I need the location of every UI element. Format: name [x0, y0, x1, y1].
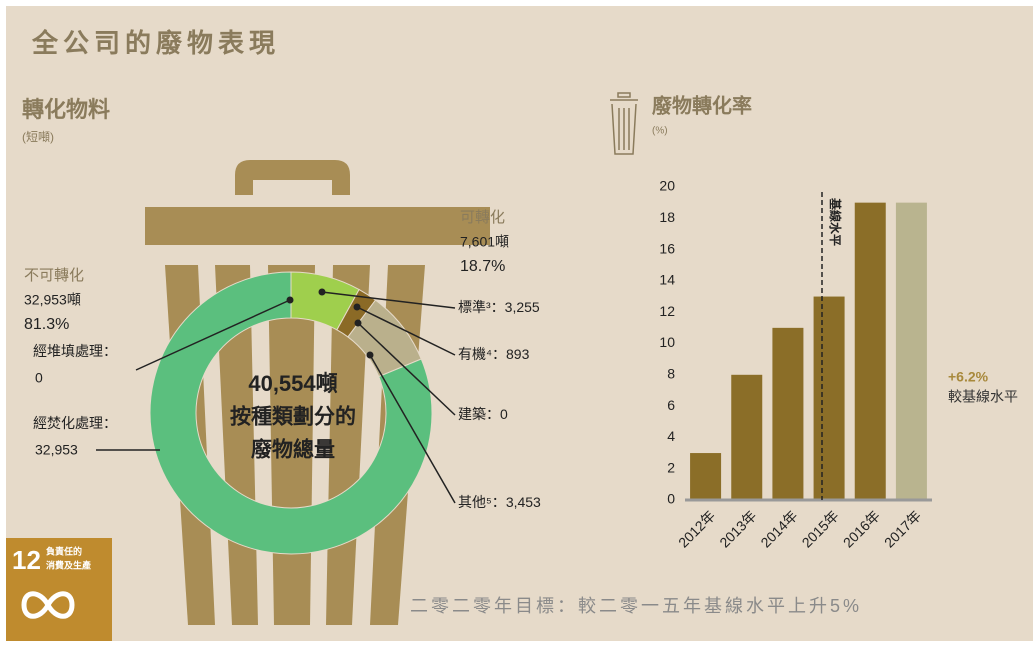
segment-name: 建築：	[458, 406, 500, 422]
baseline-label: 基線水平	[828, 197, 843, 246]
y-tick-label: 6	[667, 397, 675, 413]
segment-label: 其他⁵：3,453	[458, 494, 541, 510]
badge-line: 消費及生產	[46, 559, 91, 570]
footer: 二零二零年目標：較二零一五年基線水平上升5%	[410, 596, 862, 616]
segment-label: 有機⁴：893	[458, 346, 530, 362]
segment-value: 32,953	[35, 442, 78, 458]
segment-value: 0	[500, 406, 508, 422]
trash-icon	[610, 92, 638, 155]
leader-dot	[318, 288, 326, 296]
group-share: 18.7%	[460, 258, 505, 275]
center-label: 40,554噸	[248, 371, 337, 396]
infinity-icon	[21, 591, 75, 619]
group-amount: 7,601噸	[460, 234, 509, 250]
segment-value: 3,255	[505, 299, 540, 315]
y-tick-label: 14	[659, 272, 675, 288]
y-tick-label: 8	[667, 366, 675, 382]
group-name: 可轉化	[460, 209, 505, 226]
segment-name: 有機⁴：	[458, 346, 506, 362]
y-tick-label: 0	[667, 491, 675, 507]
bar	[731, 374, 763, 500]
y-tick-label: 12	[659, 303, 675, 319]
page-title: 全公司的廢物表現	[31, 28, 280, 58]
leader-line	[357, 322, 456, 416]
y-tick-label: 2	[667, 459, 675, 475]
donut-title: 轉化物料	[22, 97, 110, 122]
leader-dot	[286, 296, 294, 304]
segment-value: 0	[35, 370, 43, 386]
y-tick-label: 18	[659, 209, 675, 225]
center-label: 按種類劃分的	[230, 405, 356, 429]
badge-number: 12	[12, 545, 41, 575]
bar	[772, 327, 804, 500]
bar	[854, 202, 886, 500]
segment-value: 3,453	[506, 494, 541, 510]
segment-value: 893	[506, 346, 530, 362]
leader-line	[135, 299, 291, 371]
y-tick-label: 16	[659, 240, 675, 256]
group-amount: 32,953噸	[24, 292, 81, 308]
segment-name: 標準³：	[458, 299, 505, 315]
leader-dot	[353, 303, 361, 311]
group-share: 81.3%	[24, 316, 69, 333]
bar	[813, 296, 845, 500]
trash-handle	[235, 160, 350, 195]
y-tick-label: 10	[659, 334, 675, 350]
trash-icon-lines	[610, 92, 638, 155]
y-tick-label: 20	[659, 178, 675, 194]
segment-name: 經堆填處理：	[33, 343, 117, 359]
leader-line	[356, 306, 456, 356]
donut-segment	[149, 271, 433, 555]
group-name: 不可轉化	[24, 267, 84, 284]
bar-subtitle: (%)	[652, 126, 668, 137]
sdg-badge	[6, 538, 112, 641]
leader-line	[321, 291, 456, 309]
segment-label: 標準³：3,255	[458, 299, 540, 315]
bar	[895, 202, 927, 500]
annotation-text: 較基線水平	[948, 389, 1018, 405]
leader-dot	[354, 319, 362, 327]
segment-name: 其他⁵：	[458, 494, 506, 510]
leader-dot	[366, 351, 374, 359]
center-label: 廢物總量	[251, 438, 335, 462]
segment-label: 經焚化處理：	[33, 415, 117, 431]
bar-title: 廢物轉化率	[652, 93, 752, 117]
donut-subtitle: (短噸)	[22, 130, 54, 144]
leader-line	[369, 354, 456, 504]
segment-label: 經堆填處理：	[33, 343, 117, 359]
y-tick-label: 4	[667, 428, 675, 444]
annotation-value: +6.2%	[948, 369, 989, 385]
trash-lid	[145, 207, 490, 245]
bar	[690, 453, 722, 500]
segment-label: 建築：0	[458, 406, 508, 422]
badge-line: 負責任的	[46, 545, 82, 556]
segment-name: 經焚化處理：	[33, 415, 117, 431]
